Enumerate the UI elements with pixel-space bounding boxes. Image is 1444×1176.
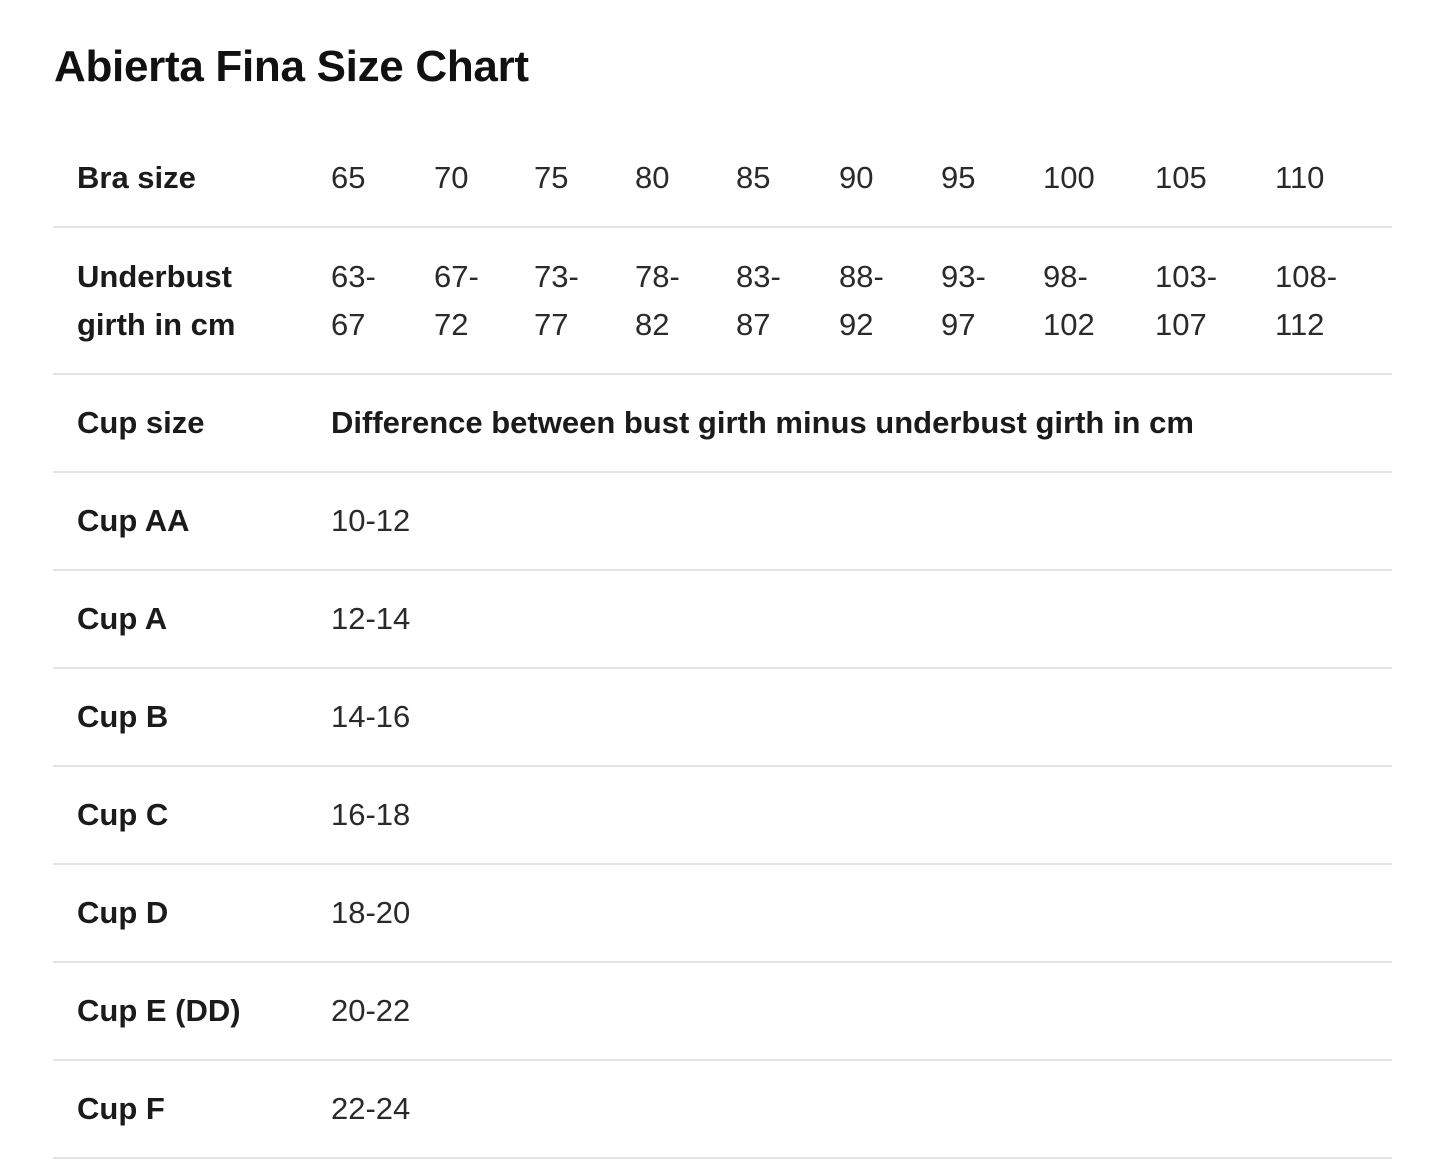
bra-size-cell: 65: [331, 130, 434, 228]
bra-size-cell: 70: [434, 130, 534, 228]
bra-size-cell: 80: [635, 130, 736, 228]
cup-label: Cup D: [53, 864, 331, 963]
cup-row: Cup F 22-24: [53, 1060, 1392, 1159]
girth-high: 107: [1155, 306, 1207, 342]
girth-low: 103-: [1155, 258, 1218, 294]
cup-size-header-row: Cup size Difference between bust girth m…: [53, 374, 1392, 473]
girth-cell: 88- 92: [839, 227, 941, 375]
cup-range: 10-12: [331, 472, 1392, 571]
girth-low: 83-: [736, 258, 781, 294]
girth-high: 112: [1275, 306, 1325, 342]
underbust-label-line1: Underbust: [77, 258, 232, 294]
girth-high: 87: [736, 306, 771, 342]
girth-cell: 108- 112: [1275, 227, 1392, 375]
underbust-girth-row: Underbust girth in cm 63- 67 67- 72 73- 77 …: [53, 227, 1392, 375]
girth-low: 67-: [434, 258, 479, 294]
girth-low: 78-: [635, 258, 680, 294]
cup-row: Cup C 16-18: [53, 766, 1392, 865]
page-title: Abierta Fina Size Chart: [54, 42, 529, 91]
girth-high: 82: [635, 306, 670, 342]
girth-cell: 63- 67: [331, 227, 434, 375]
cup-row: Cup A 12-14: [53, 570, 1392, 669]
girth-low: 73-: [534, 258, 579, 294]
cup-size-label: Cup size: [53, 374, 331, 473]
girth-cell: 98- 102: [1043, 227, 1155, 375]
cup-range: 14-16: [331, 668, 1392, 767]
girth-cell: 73- 77: [534, 227, 635, 375]
bra-size-label: Bra size: [53, 130, 331, 228]
girth-high: 102: [1043, 306, 1095, 342]
bra-size-row: Bra size 65 70 75 80 85 90 95 100 105 11…: [53, 130, 1392, 228]
cup-label: Cup F: [53, 1060, 331, 1159]
cup-size-description: Difference between bust girth minus unde…: [331, 374, 1392, 473]
cup-label: Cup AA: [53, 472, 331, 571]
bra-size-cell: 90: [839, 130, 941, 228]
girth-cell: 78- 82: [635, 227, 736, 375]
girth-cell: 93- 97: [941, 227, 1043, 375]
bra-size-cell: 105: [1155, 130, 1275, 228]
cup-label: Cup E (DD): [53, 962, 331, 1061]
cup-range: 20-22: [331, 962, 1392, 1061]
girth-low: 108-: [1275, 258, 1338, 294]
bra-size-cell: 75: [534, 130, 635, 228]
girth-low: 88-: [839, 258, 884, 294]
girth-cell: 83- 87: [736, 227, 839, 375]
cup-row: Cup E (DD) 20-22: [53, 962, 1392, 1061]
size-chart-table: Bra size 65 70 75 80 85 90 95 100 105 11…: [53, 130, 1392, 1159]
girth-high: 77: [534, 306, 569, 342]
cup-range: 16-18: [331, 766, 1392, 865]
cup-range: 22-24: [331, 1060, 1392, 1159]
bra-size-cell: 110: [1275, 130, 1392, 228]
cup-row: Cup D 18-20: [53, 864, 1392, 963]
girth-high: 67: [331, 306, 366, 342]
girth-cell: 103- 107: [1155, 227, 1275, 375]
girth-low: 93-: [941, 258, 986, 294]
underbust-girth-label: Underbust girth in cm: [53, 227, 331, 375]
bra-size-cell: 100: [1043, 130, 1155, 228]
cup-label: Cup C: [53, 766, 331, 865]
girth-low: 98-: [1043, 258, 1088, 294]
bra-size-cell: 95: [941, 130, 1043, 228]
underbust-label-line2: girth in cm: [77, 306, 236, 342]
cup-row: Cup AA 10-12: [53, 472, 1392, 571]
girth-high: 92: [839, 306, 874, 342]
girth-high: 72: [434, 306, 469, 342]
cup-label: Cup A: [53, 570, 331, 669]
girth-cell: 67- 72: [434, 227, 534, 375]
cup-label: Cup B: [53, 668, 331, 767]
bra-size-cell: 85: [736, 130, 839, 228]
cup-range: 18-20: [331, 864, 1392, 963]
cup-row: Cup B 14-16: [53, 668, 1392, 767]
girth-high: 97: [941, 306, 976, 342]
cup-range: 12-14: [331, 570, 1392, 669]
girth-low: 63-: [331, 258, 376, 294]
